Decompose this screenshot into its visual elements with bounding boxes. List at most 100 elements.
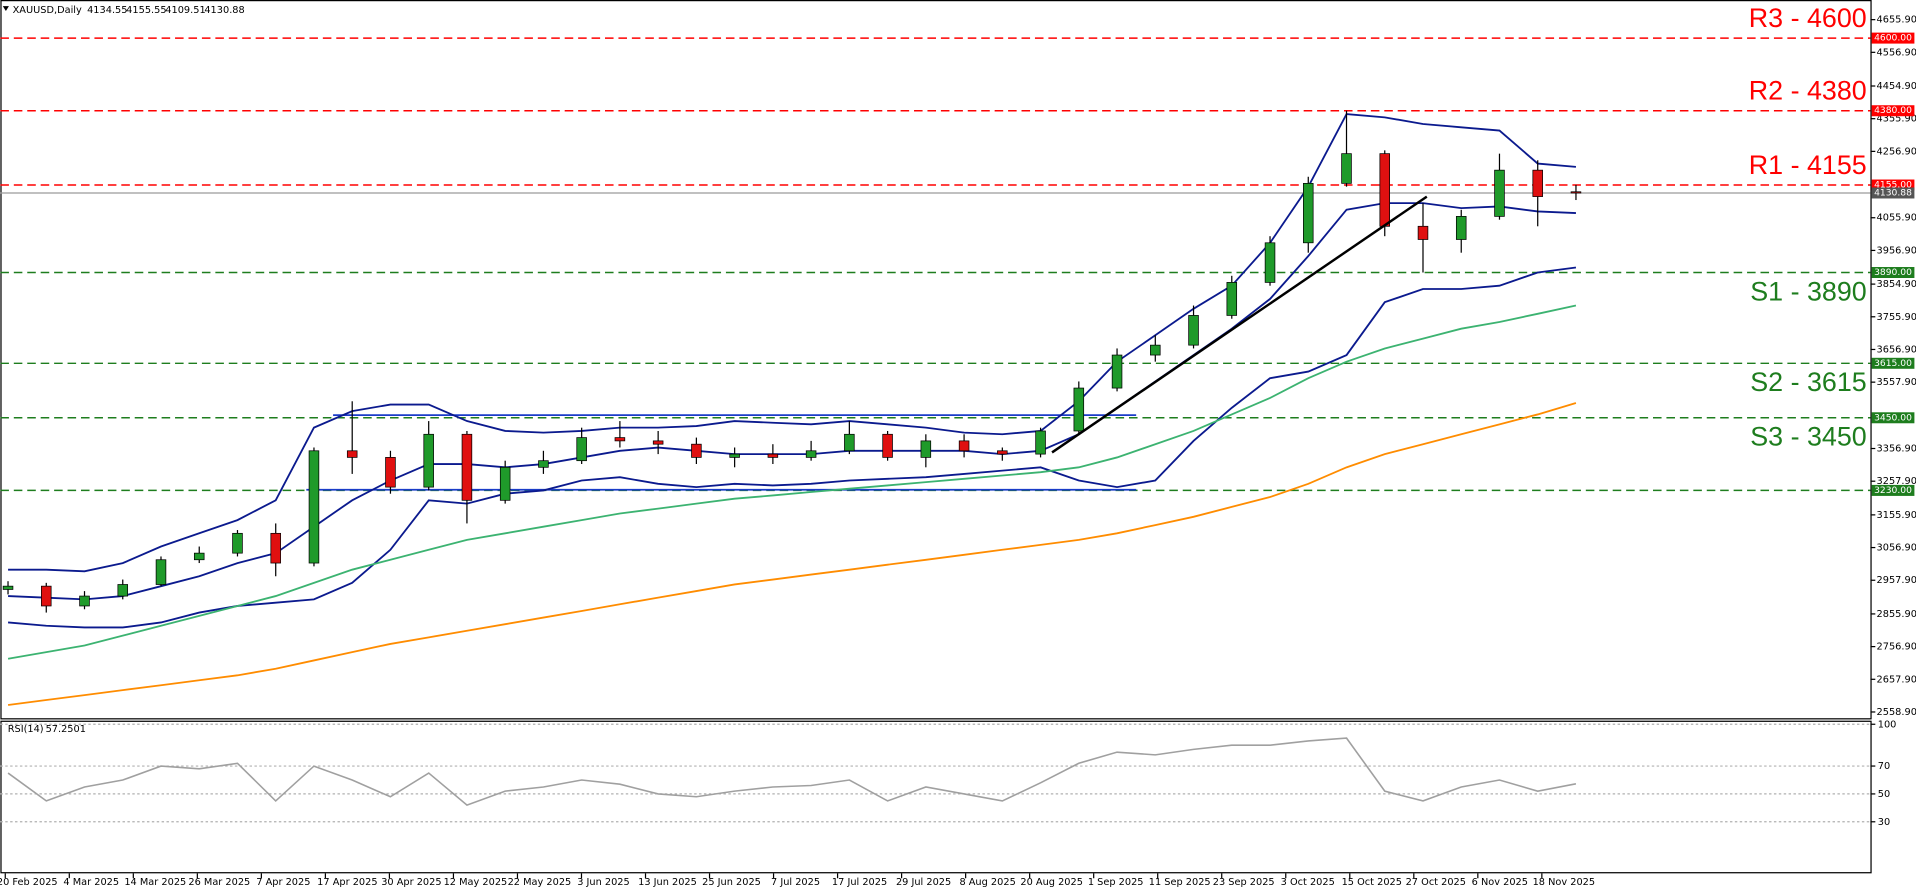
- level-box-label: 4130.88: [1874, 187, 1912, 198]
- level-annotation: S3 - 3450: [1750, 422, 1866, 452]
- x-tick-label: 17 Apr 2025: [317, 877, 377, 888]
- candle-body: [1188, 315, 1199, 346]
- y-tick-label: 4655.90: [1877, 15, 1916, 26]
- rsi-pane-frame: [0, 720, 1872, 874]
- rsi-tick-label: 70: [1878, 761, 1890, 772]
- rsi-value: 57.2501: [46, 724, 86, 735]
- candle-body: [1073, 387, 1085, 432]
- x-tick-label: 18 Nov 2025: [1533, 877, 1596, 888]
- y-tick-label: 2756.90: [1877, 642, 1916, 653]
- candle-body: [729, 453, 740, 458]
- candle-body: [41, 585, 52, 607]
- x-tick-label: 13 Jun 2025: [638, 877, 697, 888]
- candle-body: [652, 440, 664, 445]
- x-tick-label: 4 Mar 2025: [63, 877, 119, 888]
- candle-body: [920, 440, 932, 458]
- candle-body: [1417, 225, 1429, 240]
- y-tick-label: 3155.90: [1877, 510, 1916, 521]
- level-box: [1871, 32, 1915, 44]
- candle-body: [844, 433, 855, 452]
- indicator-line: [8, 113, 1577, 573]
- x-tick-label: 8 Aug 2025: [959, 877, 1015, 888]
- candle-body: [576, 437, 587, 462]
- level-box-label: 3450.00: [1874, 412, 1912, 423]
- y-tick-label: 2558.90: [1877, 707, 1916, 718]
- candle-body: [691, 443, 702, 458]
- low-value: 4109.51: [165, 5, 205, 16]
- candle-body: [1570, 191, 1582, 194]
- x-tick-label: 29 Jul 2025: [896, 877, 951, 888]
- candle-body: [1455, 216, 1467, 240]
- candle-body: [423, 433, 434, 488]
- candle-body: [79, 595, 90, 607]
- y-tick-label: 3257.90: [1877, 476, 1916, 487]
- level-box: [1871, 105, 1915, 117]
- x-tick-label: 11 Sep 2025: [1149, 877, 1211, 888]
- rsi-tick-label: 30: [1878, 817, 1890, 828]
- main-pane-frame: [0, 0, 1872, 720]
- x-tick-label: 7 Jul 2025: [771, 877, 820, 888]
- candle-body: [1494, 169, 1505, 217]
- level-box: [1871, 179, 1915, 191]
- candle-body: [614, 437, 626, 442]
- level-annotation: S2 - 3615: [1750, 367, 1866, 397]
- y-tick-label: 3056.90: [1877, 543, 1916, 554]
- x-tick-label: 3 Oct 2025: [1281, 877, 1335, 888]
- candle-body: [308, 450, 320, 564]
- header: XAUUSD,Daily 4134.55 4155.55 4109.51 413…: [8, 5, 245, 735]
- x-tick-label: 14 Mar 2025: [124, 877, 186, 888]
- y-tick-label: 2957.90: [1877, 575, 1916, 586]
- level-box-label: 3615.00: [1874, 358, 1912, 369]
- x-tick-label: 27 Oct 2025: [1406, 877, 1466, 888]
- level-annotation: S1 - 3890: [1750, 276, 1866, 306]
- y-tick-label: 4355.90: [1877, 114, 1916, 125]
- rsi-tick-label: 50: [1878, 789, 1890, 800]
- symbol: XAUUSD,Daily: [13, 5, 82, 16]
- indicator-line: [7, 402, 1577, 706]
- candle-body: [1226, 282, 1238, 316]
- candle-body: [346, 450, 358, 458]
- level-annotation: R1 - 4155: [1749, 150, 1867, 180]
- level-box: [1871, 412, 1915, 424]
- candle-body: [767, 453, 779, 458]
- x-tick-label: 20 Aug 2025: [1020, 877, 1083, 888]
- x-tick-label: 12 May 2025: [444, 877, 508, 888]
- level-box: [1871, 267, 1915, 279]
- candle-body: [117, 584, 129, 597]
- level-box-label: 4155.00: [1874, 180, 1912, 191]
- x-tick-label: 3 Jun 2025: [577, 877, 630, 888]
- candle-body: [232, 532, 243, 554]
- level-box-label: 4380.00: [1874, 105, 1912, 116]
- y-tick-label: 3956.90: [1877, 245, 1916, 256]
- level-box-label: 3890.00: [1874, 267, 1912, 278]
- close-value: 4130.88: [204, 5, 244, 16]
- x-tick-label: 7 Apr 2025: [256, 877, 310, 888]
- candle-body: [155, 559, 167, 585]
- y-tick-label: 2657.90: [1877, 674, 1916, 685]
- x-tick-label: 25 Jun 2025: [702, 877, 761, 888]
- trendline: [1051, 195, 1428, 454]
- rsi-line: [7, 737, 1577, 806]
- x-tick-label: 22 May 2025: [508, 877, 572, 888]
- candle-body: [1303, 183, 1314, 244]
- y-tick-label: 3755.90: [1877, 312, 1916, 323]
- level-box-label: 3230.00: [1874, 485, 1912, 496]
- y-tick-label: 4556.90: [1877, 47, 1916, 58]
- rsi-tick-label: 100: [1878, 719, 1897, 730]
- y-tick-label: 4055.90: [1877, 213, 1916, 224]
- indicator-line: [7, 266, 1577, 629]
- candle-body: [958, 440, 970, 452]
- high-value: 4155.55: [126, 5, 166, 16]
- candle-body: [270, 532, 281, 564]
- y-tick-label: 3356.90: [1877, 444, 1916, 455]
- level-box-label: 4600.00: [1874, 33, 1912, 44]
- y-tick-label: 2855.90: [1877, 609, 1916, 620]
- candle-body: [1532, 169, 1543, 197]
- candle-body: [193, 552, 205, 561]
- x-tick-label: 1 Sep 2025: [1088, 877, 1144, 888]
- candle-body: [882, 433, 893, 458]
- x-tick-label: 6 Nov 2025: [1472, 877, 1528, 888]
